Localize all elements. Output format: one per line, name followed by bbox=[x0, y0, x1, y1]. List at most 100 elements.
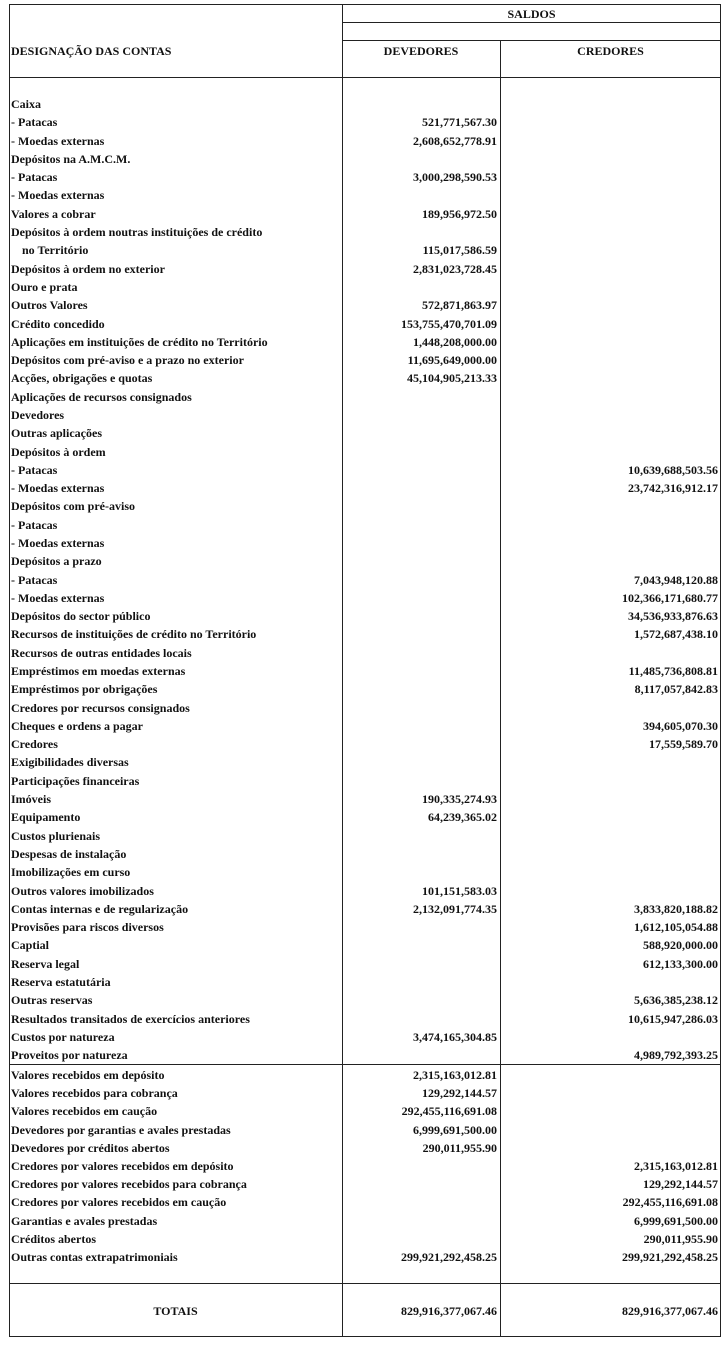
account-label: Créditos abertos bbox=[11, 1231, 96, 1246]
account-label: Equipamento bbox=[11, 810, 81, 825]
account-label: Devedores por créditos abertos bbox=[11, 1140, 170, 1155]
devedores-value: 189,956,972.50 bbox=[422, 206, 497, 221]
devedores-value: 2,608,652,778.91 bbox=[413, 133, 497, 148]
account-label: Ouro e prata bbox=[11, 279, 78, 294]
credores-value: 6,999,691,500.00 bbox=[634, 1213, 718, 1228]
account-label: Captial bbox=[11, 938, 50, 953]
totals-credores: 829,916,377,067.46 bbox=[622, 1304, 718, 1318]
account-label: Imóveis bbox=[11, 792, 51, 806]
devedores-value: 11,695,649,000.00 bbox=[407, 353, 497, 368]
account-label: Participações financeiras bbox=[11, 773, 140, 788]
column-divider-devedores bbox=[500, 40, 501, 1337]
account-label: Credores por valores recebidos em caução bbox=[11, 1195, 227, 1210]
account-label: Aplicações em instituições de crédito no… bbox=[11, 334, 268, 349]
devedores-value: 1,448,208,000.00 bbox=[413, 334, 497, 349]
devedores-value: 290,011,955.90 bbox=[422, 1140, 497, 1155]
devedores-value: 521,771,567.30 bbox=[422, 115, 497, 130]
account-label: Garantias e avales prestadas bbox=[11, 1213, 158, 1228]
account-label: Depósitos à ordem bbox=[11, 444, 106, 459]
account-label: Reserva estatutária bbox=[11, 974, 111, 989]
credores-value: 10,639,688,503.56 bbox=[628, 462, 718, 477]
account-label: Exigibilidades diversas bbox=[11, 755, 129, 770]
account-label: Credores por valores recebidos para cobr… bbox=[11, 1177, 247, 1192]
devedores-value: 190,335,274.93 bbox=[422, 792, 497, 806]
account-label: Contas internas e de regularização bbox=[11, 901, 189, 916]
account-label: - Moedas externas bbox=[11, 590, 105, 605]
saldos-header: SALDOS bbox=[507, 7, 556, 21]
account-label: Valores recebidos para cobrança bbox=[11, 1086, 178, 1101]
account-label: Credores bbox=[11, 737, 58, 752]
account-label: Outras reservas bbox=[11, 993, 93, 1008]
account-label: - Moedas externas bbox=[11, 133, 105, 148]
account-label: Empréstimos por obrigações bbox=[11, 682, 158, 697]
devedores-value: 2,831,023,728.45 bbox=[413, 261, 497, 276]
account-label: Outras aplicações bbox=[11, 426, 102, 441]
totals-separator bbox=[9, 1283, 721, 1284]
account-label: - Moedas externas bbox=[11, 481, 105, 496]
devedores-value: 101,151,583.03 bbox=[422, 883, 497, 898]
account-label: - Patacas bbox=[11, 517, 58, 532]
account-label: Caixa bbox=[11, 97, 41, 111]
account-label: - Patacas bbox=[11, 115, 58, 130]
totals-devedores: 829,916,377,067.46 bbox=[401, 1304, 497, 1318]
devedores-value: 153,755,470,701.09 bbox=[401, 316, 497, 331]
account-label: Aplicações de recursos consignados bbox=[11, 389, 192, 404]
devedores-value: 3,000,298,590.53 bbox=[413, 170, 497, 185]
account-label: Empréstimos em moedas externas bbox=[11, 664, 186, 678]
account-label: Depósitos com pré-aviso e a prazo no ext… bbox=[11, 353, 244, 368]
credores-value: 8,117,057,842.83 bbox=[634, 682, 718, 697]
designacao-header: DESIGNAÇÃO DAS CONTAS bbox=[11, 44, 172, 58]
credores-value: 3,833,820,188.82 bbox=[634, 901, 718, 916]
account-label: Valores a cobrar bbox=[11, 206, 96, 221]
account-label: Depósitos à ordem noutras instituições d… bbox=[11, 225, 263, 239]
account-label: Acções, obrigações e quotas bbox=[11, 371, 153, 386]
off-balance-separator bbox=[9, 1064, 721, 1065]
account-label: - Patacas bbox=[11, 572, 58, 587]
credores-value: 17,559,589.70 bbox=[649, 737, 718, 752]
credores-value: 34,536,933,876.63 bbox=[628, 609, 718, 624]
account-label: - Patacas bbox=[11, 462, 58, 477]
account-label: Reserva legal bbox=[11, 956, 80, 971]
credores-value: 5,636,385,238.12 bbox=[634, 993, 718, 1008]
devedores-value: 129,292,144.57 bbox=[422, 1086, 497, 1101]
credores-value: 394,605,070.30 bbox=[643, 718, 718, 733]
devedores-value: 572,871,863.97 bbox=[422, 298, 497, 313]
account-label: Devedores bbox=[11, 407, 65, 422]
account-label: Cheques e ordens a pagar bbox=[11, 718, 144, 733]
account-label: Proveitos por natureza bbox=[11, 1048, 128, 1063]
account-label: Crédito concedido bbox=[11, 316, 105, 331]
account-label: no Território bbox=[22, 243, 89, 258]
column-divider-designacao bbox=[342, 4, 343, 1337]
account-label: Recursos de instituições de crédito no T… bbox=[11, 627, 257, 642]
credores-value: 102,366,171,680.77 bbox=[622, 590, 718, 605]
account-label: - Moedas externas bbox=[11, 536, 105, 550]
saldos-subline bbox=[342, 40, 721, 41]
account-label: Depósitos a prazo bbox=[11, 554, 102, 569]
devedores-value: 2,132,091,774.35 bbox=[413, 901, 497, 916]
devedores-value: 64,239,365.02 bbox=[428, 810, 497, 825]
header-bottom-line bbox=[9, 77, 721, 78]
devedores-value: 6,999,691,500.00 bbox=[413, 1122, 497, 1137]
devedores-value: 45,104,905,213.33 bbox=[407, 371, 497, 386]
credores-value: 290,011,955.90 bbox=[643, 1231, 718, 1246]
account-label: Outros valores imobilizados bbox=[11, 883, 154, 898]
credores-value: 2,315,163,012.81 bbox=[634, 1159, 718, 1173]
credores-value: 23,742,316,912.17 bbox=[628, 481, 718, 496]
account-label: Outros Valores bbox=[11, 298, 88, 313]
credores-value: 7,043,948,120.88 bbox=[634, 572, 718, 587]
account-label: Depósitos à ordem no exterior bbox=[11, 261, 165, 276]
totals-label: TOTAIS bbox=[153, 1304, 198, 1318]
devedores-value: 2,315,163,012.81 bbox=[413, 1068, 497, 1082]
account-label: Custos por natureza bbox=[11, 1029, 115, 1044]
account-label: Provisões para riscos diversos bbox=[11, 920, 164, 934]
account-label: Custos plurienais bbox=[11, 828, 101, 843]
account-label: Credores por recursos consignados bbox=[11, 700, 190, 715]
account-label: Depósitos na A.M.C.M. bbox=[11, 151, 131, 166]
devedores-value: 115,017,586.59 bbox=[422, 243, 497, 258]
devedores-value: 299,921,292,458.25 bbox=[401, 1250, 497, 1264]
devedores-value: 292,455,116,691.08 bbox=[401, 1104, 497, 1119]
account-label: Valores recebidos em depósito bbox=[11, 1068, 165, 1082]
devedores-value: 3,474,165,304.85 bbox=[413, 1029, 497, 1044]
account-label: Valores recebidos em caução bbox=[11, 1104, 158, 1119]
account-label: Devedores por garantias e avales prestad… bbox=[11, 1122, 231, 1137]
